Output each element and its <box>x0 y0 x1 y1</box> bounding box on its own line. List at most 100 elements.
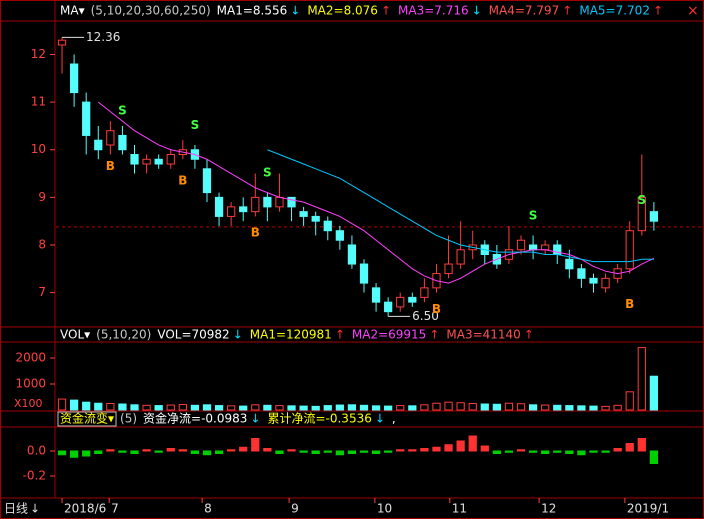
candle-body <box>456 249 465 265</box>
bar <box>396 405 405 411</box>
bar <box>541 404 550 411</box>
legend-item: VOL=70982 <box>157 328 229 342</box>
legend-item: 资金净流=-0.0983 <box>143 411 247 426</box>
bar <box>456 402 465 411</box>
bar <box>251 404 260 411</box>
legend-item: MA2=69915 <box>352 328 426 342</box>
signal-marker: B <box>625 297 634 311</box>
candle-body <box>311 215 320 222</box>
bar <box>106 449 115 452</box>
candle-body <box>528 244 538 251</box>
candle-body <box>69 63 79 94</box>
bar <box>142 449 151 452</box>
bar <box>384 405 393 411</box>
candle-body <box>384 301 393 313</box>
bar <box>178 449 187 452</box>
signal-marker: S <box>118 104 127 118</box>
bar <box>480 403 489 411</box>
candle-body <box>239 206 248 213</box>
bar <box>649 375 659 411</box>
bar <box>287 405 296 411</box>
legend-arrow: ↓ <box>375 412 385 426</box>
x-tick-label: 9 <box>291 502 299 516</box>
bar <box>82 450 91 457</box>
y-tick-label: 9 <box>38 190 46 204</box>
bar <box>130 450 139 454</box>
y-tick-label: 7 <box>38 285 46 299</box>
candle-body <box>323 220 332 232</box>
y-tick-label: 11 <box>31 95 46 109</box>
y-tick-label: 0.0 <box>27 444 46 458</box>
bar <box>637 347 646 411</box>
signal-marker: B <box>178 173 187 187</box>
bar <box>311 405 320 411</box>
legend-arrow: ↑ <box>524 328 534 342</box>
candle-body <box>335 230 344 241</box>
candle-body <box>275 196 284 208</box>
legend-item: VOL▾ <box>60 328 90 342</box>
bar <box>299 405 308 411</box>
bar <box>118 450 127 453</box>
bar <box>444 444 453 452</box>
x-tick-label: 10 <box>377 502 392 516</box>
signal-marker: B <box>106 159 115 173</box>
bar <box>227 405 236 411</box>
bar <box>130 404 139 411</box>
legend-arrow: ↑ <box>562 4 572 18</box>
legend-arrow: ↓ <box>233 328 243 342</box>
bar <box>504 402 514 411</box>
candle-body <box>154 158 163 165</box>
candle-body <box>82 101 91 136</box>
bar <box>613 404 622 411</box>
bar <box>408 449 417 452</box>
x-tick-label: 12 <box>541 502 556 516</box>
bar <box>565 450 574 454</box>
signal-marker: S <box>263 166 272 180</box>
legend-item: MA5=7.702 <box>579 4 650 18</box>
bar <box>456 440 465 452</box>
legend-item: (5,10,20) <box>96 328 151 342</box>
y-tick-label: 10 <box>31 142 46 156</box>
legend-arrow: ↑ <box>429 328 439 342</box>
legend-item: MA2=8.076 <box>307 4 378 18</box>
bar <box>263 448 272 452</box>
bar <box>106 403 115 411</box>
candle-body <box>263 196 272 208</box>
bar <box>625 443 634 452</box>
bar <box>214 450 224 454</box>
bar <box>601 405 610 411</box>
legend-item: MA1=8.556 <box>217 4 288 18</box>
bar <box>589 405 598 411</box>
ma-line <box>97 101 655 284</box>
bar <box>371 450 381 454</box>
x-tick-label: 8 <box>204 502 212 516</box>
bar <box>335 450 344 456</box>
bar <box>589 450 598 453</box>
candle-body <box>371 287 381 303</box>
bar <box>202 404 212 411</box>
period-label[interactable]: 日线 <box>4 502 28 516</box>
bar <box>178 404 187 411</box>
period-arrow[interactable]: ↓ <box>30 502 40 516</box>
bar <box>528 450 538 453</box>
bar <box>565 405 574 411</box>
bar <box>420 404 429 411</box>
y-tick-label: 8 <box>38 237 46 251</box>
bar <box>154 450 163 453</box>
bar <box>69 450 79 458</box>
bar <box>359 450 369 453</box>
candle-body <box>577 268 586 279</box>
extreme-label: 6.50 <box>412 309 439 323</box>
candle-body <box>408 296 417 303</box>
bar <box>166 448 175 452</box>
close-button[interactable]: × <box>687 3 699 19</box>
bar <box>154 405 163 411</box>
bar <box>190 450 200 454</box>
legend-item: (5) <box>120 412 137 426</box>
bar <box>541 450 550 454</box>
candle-body <box>202 168 212 194</box>
bar <box>190 404 200 411</box>
bar <box>480 445 489 452</box>
bar <box>371 405 381 411</box>
bar <box>577 405 586 411</box>
